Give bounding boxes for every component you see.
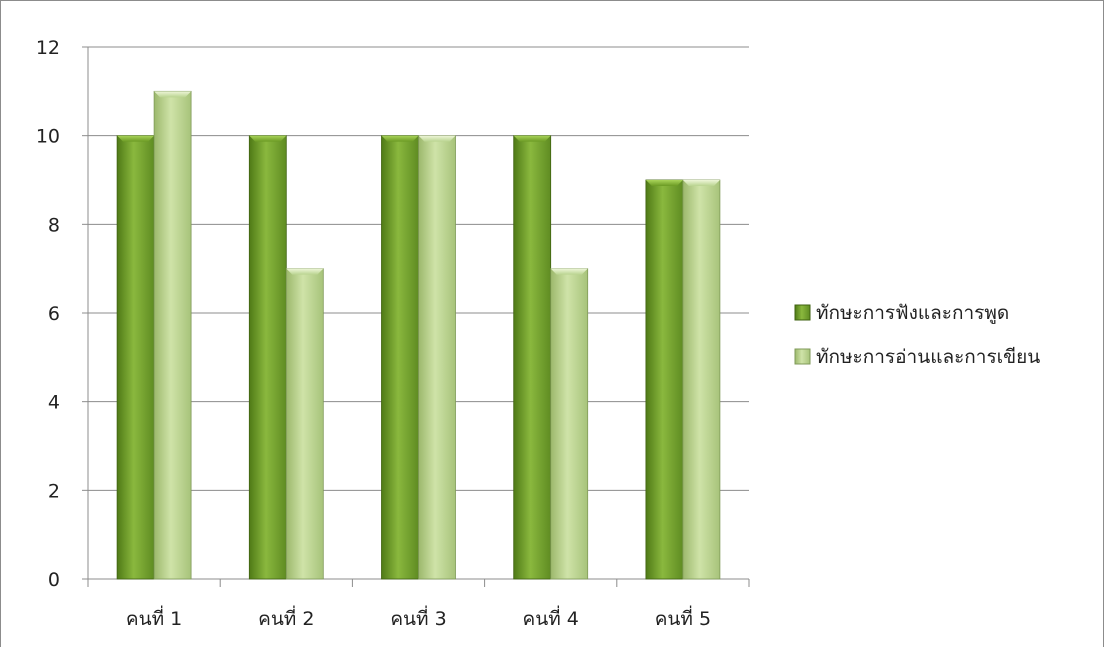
bar-series2-5 (682, 179, 721, 580)
bar-series1-1 (116, 135, 155, 580)
legend-swatch-2 (794, 348, 811, 365)
legend-label-1: ทักษะการฟังและการพูด (816, 302, 1009, 324)
x-tick-label: คนที่ 3 (390, 605, 446, 630)
bar-cap-series1-3 (381, 135, 419, 142)
bar-series2-4 (550, 268, 589, 580)
bar-cap-series1-5 (645, 180, 683, 186)
y-tick-label: 8 (48, 214, 60, 236)
x-tick-label: คนที่ 1 (126, 605, 182, 630)
bar-cap-series2-2 (286, 268, 324, 275)
bar-cap-series1-2 (249, 135, 287, 142)
bar-cap-series2-1 (154, 91, 192, 98)
tick-labels: 0 2 4 6 8 10 12 คนที่ 1 คนที่ 2 คนที่ 3 คนที่ 4 คนท… (36, 37, 711, 630)
bar-series2-2 (285, 268, 324, 580)
y-tick-label: 12 (36, 37, 60, 59)
bar-cap-series2-5 (682, 180, 720, 186)
bar-series2-1 (153, 90, 192, 580)
y-tick-label: 0 (48, 569, 60, 591)
bar-series1-3 (381, 135, 419, 580)
y-tick-label: 4 (48, 392, 60, 414)
bar-cap-series1-1 (117, 135, 155, 142)
y-tick-label: 2 (48, 480, 60, 502)
legend-swatch-1 (794, 304, 811, 321)
bar-cap-series2-3 (418, 135, 456, 142)
bar-cap-series2-4 (550, 268, 588, 275)
x-tick-label: คนที่ 5 (655, 605, 711, 630)
x-tick-label: คนที่ 4 (523, 605, 579, 630)
bar-cap-series1-4 (513, 135, 551, 142)
legend: ทักษะการฟังและการพูดทักษะการอ่านและการเข… (794, 302, 1040, 368)
bar-series1-2 (248, 135, 287, 580)
legend-label-2: ทักษะการอ่านและการเขียน (816, 346, 1040, 368)
y-tick-label: 10 (36, 126, 60, 148)
x-tick-label: คนที่ 2 (258, 605, 314, 630)
bar-series2-3 (418, 135, 456, 580)
bar-series1-5 (645, 179, 684, 580)
y-tick-label: 6 (48, 303, 60, 325)
bars (116, 90, 721, 580)
bar-series1-4 (513, 135, 552, 580)
